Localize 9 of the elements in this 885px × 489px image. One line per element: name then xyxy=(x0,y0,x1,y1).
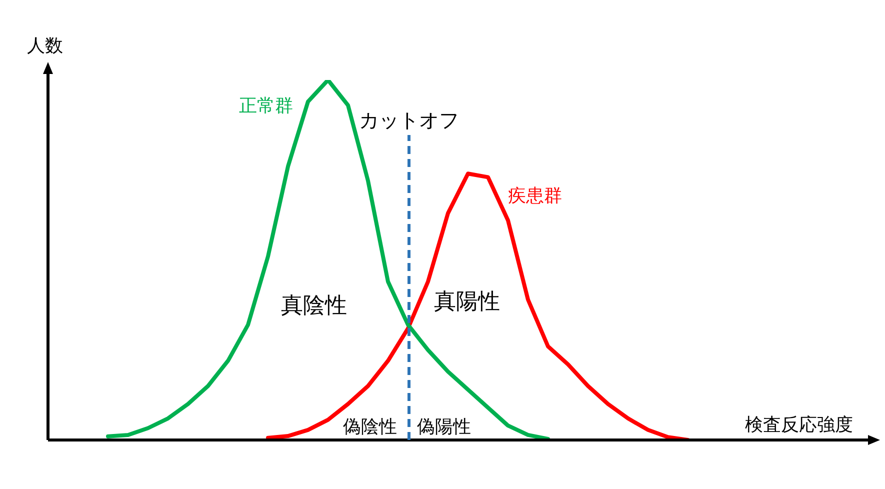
annotation: 真陽性 xyxy=(434,290,500,315)
y-axis-title: 人数 xyxy=(27,36,63,57)
x-axis-title: 検査反応強度 xyxy=(745,414,853,436)
annotation: 偽陰性 xyxy=(343,416,397,438)
series-label: 疾患群 xyxy=(508,185,562,206)
text: カットオフ xyxy=(359,108,459,132)
series-label: 正常群 xyxy=(239,96,293,117)
annotation: 偽陽性 xyxy=(417,416,471,438)
annotation: 真陰性 xyxy=(281,294,347,319)
